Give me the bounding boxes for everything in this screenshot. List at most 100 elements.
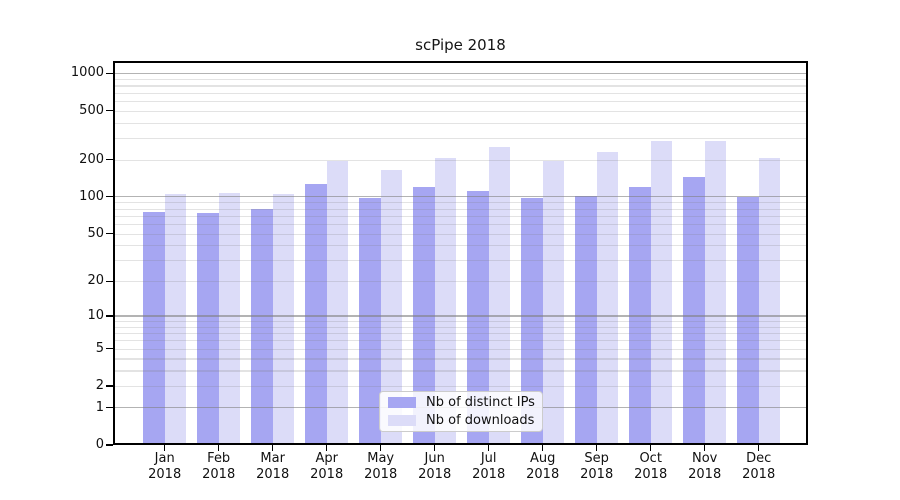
bar-downloads-aug (542, 160, 565, 445)
bar-ips-jul (467, 191, 489, 445)
x-tick-label-aug: Aug 2018 (508, 451, 578, 482)
bar-ips-mar (251, 209, 273, 445)
y-tick-label: 1 (95, 399, 104, 415)
bar-ips-sep (575, 196, 597, 445)
x-tick-year: 2018 (310, 466, 344, 482)
y-tick-mark (106, 315, 113, 317)
y-tick-label: 50 (87, 225, 104, 241)
x-tick-month: Mar (260, 451, 285, 466)
legend-label-ips: Nb of distinct IPs (426, 395, 535, 410)
x-tick-label-jun: Jun 2018 (400, 451, 470, 482)
x-tick-month: Nov (692, 451, 718, 466)
x-tick-label-sep: Sep 2018 (562, 451, 632, 482)
x-tick-mark (650, 445, 652, 451)
y-tick-mark (106, 109, 113, 112)
x-tick-year: 2018 (688, 466, 722, 482)
bar-downloads-feb (218, 192, 241, 445)
x-tick-mark (542, 445, 544, 451)
x-tick-label-mar: Mar 2018 (238, 451, 308, 482)
x-tick-label-may: May 2018 (346, 451, 416, 482)
bar-ips-apr (305, 183, 327, 445)
y-tick-label: 200 (79, 151, 104, 167)
plot-spine-right (806, 61, 808, 445)
x-tick-mark (758, 445, 760, 451)
y-tick-mark (106, 347, 113, 350)
bar-ips-nov (683, 176, 705, 445)
bar-downloads-nov (704, 141, 727, 445)
x-tick-year: 2018 (742, 466, 776, 482)
y-tick-label: 500 (79, 102, 104, 118)
x-tick-year: 2018 (418, 466, 452, 482)
gridline-minor (113, 85, 808, 87)
y-tick-mark (106, 196, 113, 198)
bar-ips-aug (521, 197, 543, 445)
x-tick-month: Aug (529, 451, 556, 466)
legend: Nb of distinct IPs Nb of downloads (379, 391, 543, 432)
x-tick-year: 2018 (256, 466, 290, 482)
bar-downloads-jan (164, 193, 187, 445)
bar-ips-feb (197, 212, 219, 445)
gridline-minor (113, 122, 808, 124)
y-tick-label: 1000 (70, 65, 104, 81)
x-tick-month: Oct (639, 451, 662, 466)
x-tick-label-jul: Jul 2018 (454, 451, 524, 482)
gridline-minor (113, 110, 808, 112)
x-tick-mark (488, 445, 490, 451)
gridline-minor (113, 100, 808, 102)
x-tick-label-feb: Feb 2018 (184, 451, 254, 482)
plot-spine-bottom (113, 443, 808, 445)
y-tick-label: 0 (95, 437, 104, 452)
gridline-minor (113, 79, 808, 81)
legend-label-downloads: Nb of downloads (426, 413, 535, 428)
y-tick-label: 2 (95, 377, 104, 393)
legend-item-downloads: Nb of downloads (388, 413, 542, 428)
bar-downloads-sep (596, 152, 619, 445)
x-tick-mark (164, 445, 166, 451)
x-tick-month: Jul (480, 451, 497, 466)
x-tick-mark (326, 445, 328, 451)
x-tick-label-apr: Apr 2018 (292, 451, 362, 482)
bar-ips-oct (629, 187, 651, 445)
y-tick-mark (106, 407, 113, 409)
x-tick-year: 2018 (634, 466, 668, 482)
x-tick-year: 2018 (526, 466, 560, 482)
x-tick-mark (596, 445, 598, 451)
x-tick-year: 2018 (202, 466, 236, 482)
bar-ips-jan (143, 212, 165, 445)
x-tick-label-oct: Oct 2018 (616, 451, 686, 482)
plot-spine-left (113, 61, 115, 445)
bar-downloads-oct (650, 141, 673, 445)
plot-spine-top (113, 61, 808, 63)
gridline-major (113, 72, 808, 75)
x-tick-year: 2018 (472, 466, 506, 482)
bar-ips-may (359, 197, 381, 445)
legend-item-ips: Nb of distinct IPs (388, 395, 542, 410)
x-tick-month: Sep (584, 451, 609, 466)
plot-area: Nb of distinct IPs Nb of downloads (113, 61, 808, 445)
x-tick-mark (434, 445, 436, 451)
y-tick-mark (106, 385, 113, 387)
gridline-minor (113, 92, 808, 94)
y-tick-mark (106, 232, 113, 235)
x-tick-label-nov: Nov 2018 (670, 451, 740, 482)
y-tick-mark (106, 280, 113, 282)
x-tick-month: May (367, 451, 395, 466)
bar-downloads-jul (488, 146, 511, 445)
x-tick-month: Jun (424, 451, 445, 466)
bar-downloads-mar (272, 194, 295, 445)
x-tick-mark (272, 445, 274, 451)
bar-downloads-dec (758, 157, 781, 445)
x-tick-mark (704, 445, 706, 451)
y-tick-label: 5 (95, 340, 104, 356)
x-tick-label-jan: Jan 2018 (130, 451, 200, 482)
y-tick-label: 20 (87, 273, 104, 289)
gridline-minor (113, 138, 808, 140)
bar-ips-dec (737, 196, 759, 445)
y-tick-mark (106, 159, 113, 161)
x-tick-year: 2018 (364, 466, 398, 482)
x-tick-month: Dec (746, 451, 772, 466)
legend-swatch-ips (388, 397, 416, 408)
chart-title: scPipe 2018 (415, 36, 506, 54)
x-tick-month: Jan (154, 451, 175, 466)
